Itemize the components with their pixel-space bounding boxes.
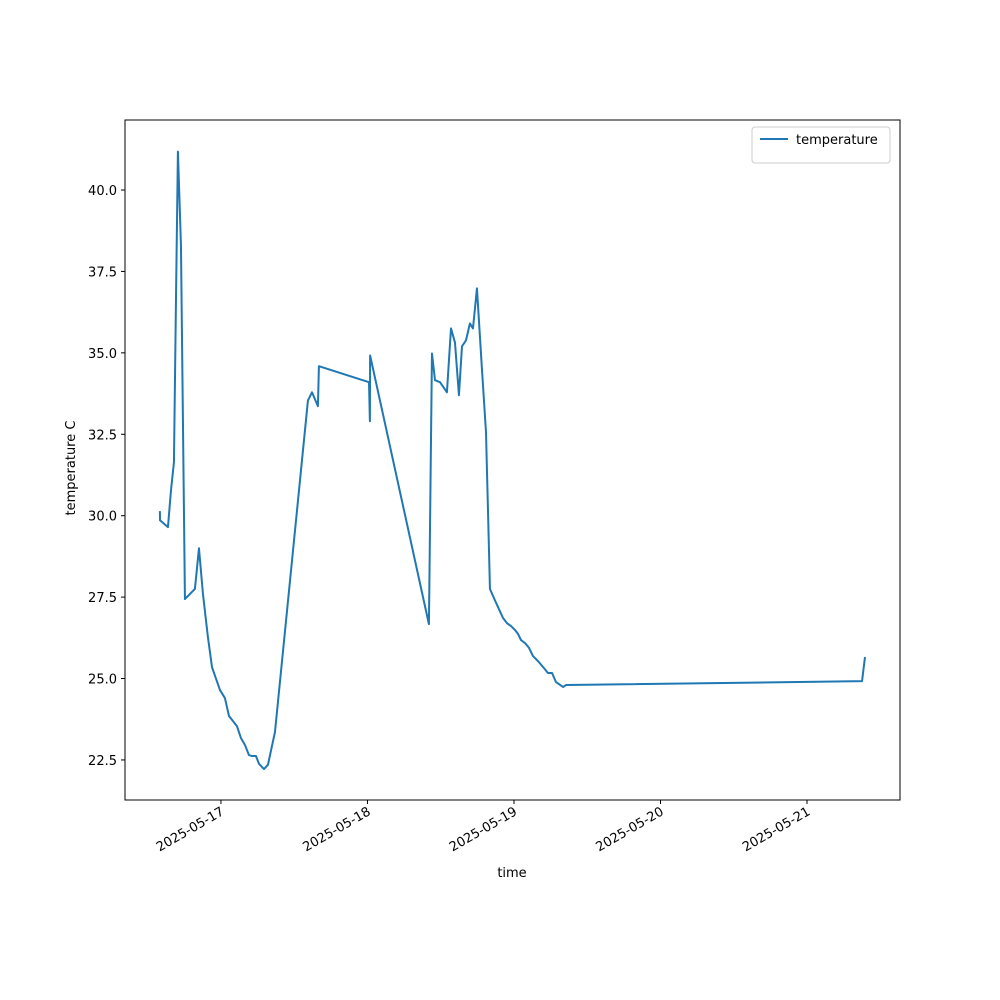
y-tick-label: 27.5: [88, 591, 117, 606]
plot-frame: [124, 119, 901, 801]
line: [158, 150, 866, 771]
y-tick-label: 40.0: [88, 184, 117, 199]
y-tick-label: 32.5: [88, 428, 117, 443]
legend-label: temperature: [796, 133, 878, 148]
x-axis-label: time: [497, 866, 526, 881]
y-tick-label: 35.0: [88, 347, 117, 362]
legend: temperature: [751, 126, 891, 164]
y-axis-label: temperature C: [64, 421, 79, 516]
y-tick-label: 22.5: [88, 754, 117, 769]
y-tick-label: 30.0: [88, 510, 117, 525]
y-tick-label: 25.0: [88, 673, 117, 688]
legend-box: [751, 126, 891, 164]
y-tick-label: 37.5: [88, 265, 117, 280]
